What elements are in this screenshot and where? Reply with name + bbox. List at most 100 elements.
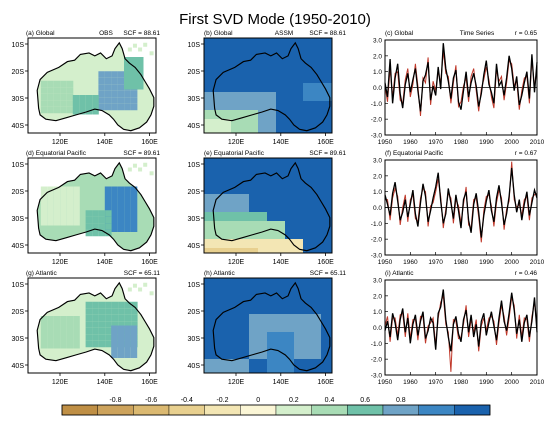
map-cell	[92, 321, 99, 328]
map-cell	[312, 194, 322, 204]
map-cell	[258, 287, 268, 297]
map-cell	[330, 203, 332, 213]
map-cell	[267, 110, 277, 120]
map-cell	[98, 340, 106, 348]
map-cell	[130, 212, 138, 219]
tasmania-land	[129, 134, 138, 143]
map-cell	[204, 128, 214, 133]
map-cell	[231, 185, 241, 195]
map-cell	[66, 100, 74, 107]
map-cell	[105, 229, 112, 237]
map-cell	[231, 158, 241, 168]
map-cell	[53, 193, 61, 200]
map-cell	[276, 83, 286, 93]
map-cell	[92, 314, 99, 322]
obs-panel-scf: SCF = 89.61	[123, 150, 160, 157]
map-cell	[222, 92, 232, 102]
map-cell	[111, 77, 118, 85]
map-cell	[321, 359, 331, 369]
map-cell	[118, 308, 125, 315]
map-cell	[85, 101, 93, 108]
ts-frame	[384, 279, 538, 376]
map-cell	[85, 95, 93, 102]
map-cell	[111, 199, 118, 206]
map-cell	[130, 103, 138, 111]
map-cell	[312, 305, 322, 315]
map-cell	[249, 47, 259, 57]
map-cell	[124, 186, 131, 193]
map-cell	[267, 65, 277, 75]
map-cell	[321, 185, 331, 195]
map-cell	[249, 74, 259, 84]
map-cell	[321, 323, 331, 333]
map-cell	[267, 287, 277, 297]
map-cell	[240, 212, 250, 222]
map-cell	[73, 212, 80, 219]
map-cell	[285, 323, 295, 333]
map-cell	[249, 128, 259, 133]
lon-tick-label: 160E	[317, 259, 334, 266]
map-cell	[73, 316, 80, 323]
map-cell	[240, 221, 250, 231]
ts-y-tick-label: 3.0	[373, 158, 382, 165]
map-cell	[312, 230, 322, 240]
map-cell	[231, 167, 241, 177]
tasmania-land	[129, 254, 138, 263]
map-cell	[240, 239, 250, 249]
lon-tick-label: 120E	[228, 139, 245, 146]
map-cell	[98, 210, 106, 217]
map-cell	[124, 325, 131, 332]
map-cell	[213, 194, 223, 204]
map-cell	[330, 110, 332, 120]
map-cell	[204, 248, 214, 253]
map-cell	[249, 203, 259, 213]
map-cell	[276, 230, 286, 240]
map-cell	[285, 176, 295, 186]
map-cell	[40, 335, 48, 342]
map-cell	[47, 219, 54, 226]
map-cell	[104, 77, 112, 85]
map-cell	[258, 158, 268, 168]
map-cell	[231, 83, 241, 93]
map-cell	[204, 323, 214, 333]
map-cell	[98, 301, 106, 309]
map-cell	[321, 239, 331, 249]
map-cell	[204, 56, 214, 66]
map-cell	[267, 248, 277, 253]
island-cell	[127, 167, 132, 172]
lon-tick-label: 140E	[273, 379, 290, 386]
map-cell	[60, 87, 67, 94]
map-cell	[213, 110, 223, 120]
map-cell	[321, 128, 331, 133]
lat-tick-label: 30S	[12, 216, 25, 223]
ts-y-tick-label: 1.0	[373, 69, 382, 76]
colorbar-frame	[61, 404, 491, 416]
map-cell	[204, 359, 214, 369]
map-cell	[276, 323, 286, 333]
map-cell	[285, 128, 295, 133]
map-cell	[303, 167, 313, 177]
map-cell	[276, 212, 286, 222]
map-cell	[47, 206, 54, 213]
map-cell	[294, 350, 304, 360]
ts-x-tick-label: 1990	[479, 259, 494, 266]
map-cell	[258, 212, 268, 222]
map-cell	[240, 203, 250, 213]
map-cell	[303, 83, 313, 93]
map-cell	[249, 194, 259, 204]
map-cell	[213, 167, 223, 177]
obs-panel-label: (g) Atlantic	[26, 270, 57, 277]
ts-y-tick-label: -2.0	[371, 357, 383, 364]
map-cell	[53, 329, 61, 336]
map-cell	[276, 248, 286, 253]
map-cell	[204, 287, 214, 297]
map-content	[204, 278, 332, 373]
map-cell	[267, 56, 277, 66]
map-cell	[249, 296, 259, 306]
time-series-panel: (c) Global Time Series r = 0.65 3.0 2.0 1.0 0.…	[371, 30, 545, 146]
map-cell	[330, 119, 332, 129]
map-cell	[124, 97, 131, 104]
lat-tick-label: 40S	[12, 123, 25, 130]
map-cell	[267, 323, 277, 333]
map-cell	[240, 65, 250, 75]
